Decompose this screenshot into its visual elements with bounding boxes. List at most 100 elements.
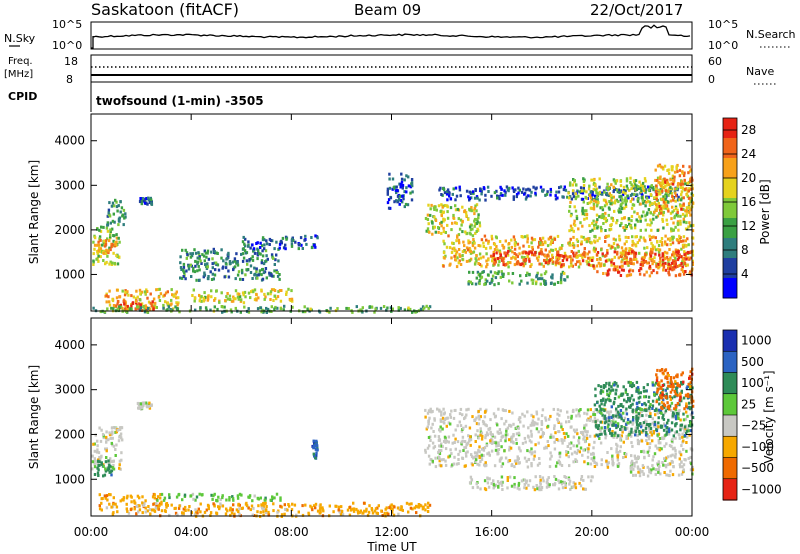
velocity-cell bbox=[537, 441, 540, 445]
velocity-cell bbox=[105, 449, 108, 453]
velocity-cell bbox=[237, 510, 240, 514]
power-cell bbox=[669, 256, 672, 260]
power-cell bbox=[467, 241, 470, 245]
velocity-cell bbox=[474, 460, 477, 464]
power-cell bbox=[658, 164, 661, 168]
power-cell bbox=[431, 232, 434, 236]
power-cell bbox=[263, 243, 266, 247]
velocity-cell bbox=[272, 509, 275, 513]
power-cell bbox=[229, 262, 232, 265]
power-cell bbox=[543, 272, 547, 276]
velocity-cell bbox=[312, 446, 315, 450]
power-cell bbox=[662, 268, 665, 272]
velocity-cell bbox=[659, 441, 662, 445]
velocity-cell bbox=[651, 439, 654, 443]
power-cell bbox=[461, 254, 464, 257]
power-cell bbox=[140, 202, 143, 206]
power-cell bbox=[631, 250, 634, 254]
velocity-cell bbox=[588, 434, 592, 438]
velocity-cell bbox=[438, 438, 442, 442]
power-cell bbox=[580, 235, 583, 239]
power-cell bbox=[577, 227, 580, 231]
power-cell bbox=[489, 254, 493, 258]
velocity-cell bbox=[120, 451, 123, 455]
velocity-cell bbox=[279, 498, 282, 502]
velocity-cell bbox=[673, 395, 676, 399]
velocity-cell bbox=[152, 502, 155, 506]
power-cell bbox=[483, 282, 486, 286]
power-cell bbox=[474, 222, 477, 226]
power-cell bbox=[604, 198, 607, 202]
velocity-cell bbox=[671, 437, 674, 441]
velocity-cell bbox=[607, 394, 611, 397]
power-cell bbox=[129, 307, 132, 311]
power-cell bbox=[216, 252, 219, 255]
power-cell bbox=[655, 262, 658, 266]
power-cell bbox=[642, 187, 645, 190]
velocity-cell bbox=[540, 414, 544, 418]
velocity-cell bbox=[260, 503, 263, 507]
velocity-cell bbox=[669, 429, 672, 433]
power-cell bbox=[112, 251, 115, 255]
velocity-cell bbox=[500, 475, 504, 479]
velocity-cell bbox=[616, 424, 620, 428]
power-cell bbox=[604, 240, 607, 243]
power-cell bbox=[639, 219, 642, 223]
power-cell bbox=[398, 182, 401, 186]
velocity-cell bbox=[496, 430, 499, 434]
velocity-cell bbox=[641, 414, 644, 418]
velocity-cell bbox=[652, 455, 655, 459]
velocity-cell bbox=[598, 433, 601, 437]
velocity-cell bbox=[477, 422, 480, 426]
power-cell bbox=[610, 194, 613, 197]
power-cell bbox=[265, 276, 268, 280]
power-cell bbox=[180, 276, 184, 280]
velocity-cell bbox=[479, 433, 482, 437]
power-cell bbox=[314, 245, 317, 249]
power-cell bbox=[548, 250, 551, 254]
velocity-cell bbox=[198, 492, 201, 496]
power-cell bbox=[467, 282, 470, 286]
power-ylabel: Slant Range [km] bbox=[27, 160, 41, 264]
power-cell bbox=[111, 297, 114, 301]
velocity-cell bbox=[114, 454, 117, 457]
power-cell bbox=[666, 251, 669, 255]
velocity-cell bbox=[373, 509, 377, 513]
velocity-cell bbox=[250, 504, 254, 508]
power-cell bbox=[578, 259, 581, 263]
power-cell bbox=[480, 264, 483, 268]
velocity-cell bbox=[484, 423, 487, 427]
power-cell bbox=[645, 196, 649, 200]
velocity-cell bbox=[469, 438, 473, 442]
power-cell bbox=[432, 206, 436, 210]
power-cell bbox=[624, 205, 628, 208]
velocity-cell bbox=[114, 430, 117, 434]
power-cell bbox=[628, 269, 631, 273]
velocity-cell bbox=[238, 507, 241, 511]
velocity-cell bbox=[585, 412, 589, 416]
power-cell bbox=[606, 258, 609, 262]
velocity-cell bbox=[618, 415, 621, 419]
power-cell bbox=[207, 257, 211, 261]
power-cell bbox=[659, 211, 663, 215]
velocity-cell bbox=[110, 505, 113, 509]
velocity-cell bbox=[515, 459, 518, 463]
velocity-cell bbox=[216, 499, 219, 503]
velocity-cell bbox=[447, 435, 451, 439]
velocity-cell bbox=[506, 486, 509, 490]
power-cell bbox=[241, 271, 244, 275]
power-cell bbox=[475, 222, 478, 225]
power-cell bbox=[313, 243, 316, 247]
power-cell bbox=[619, 179, 622, 183]
velocity-cell bbox=[130, 495, 133, 499]
velocity-cell bbox=[377, 504, 380, 508]
velocity-cell bbox=[454, 447, 457, 451]
power-cell bbox=[104, 262, 107, 266]
power-cell bbox=[469, 280, 472, 284]
power-cell bbox=[531, 247, 534, 251]
power-cell bbox=[407, 175, 410, 179]
velocity-cell bbox=[533, 488, 537, 492]
power-cell bbox=[272, 256, 275, 260]
power-cell bbox=[435, 208, 438, 212]
velocity-cell bbox=[115, 443, 118, 447]
